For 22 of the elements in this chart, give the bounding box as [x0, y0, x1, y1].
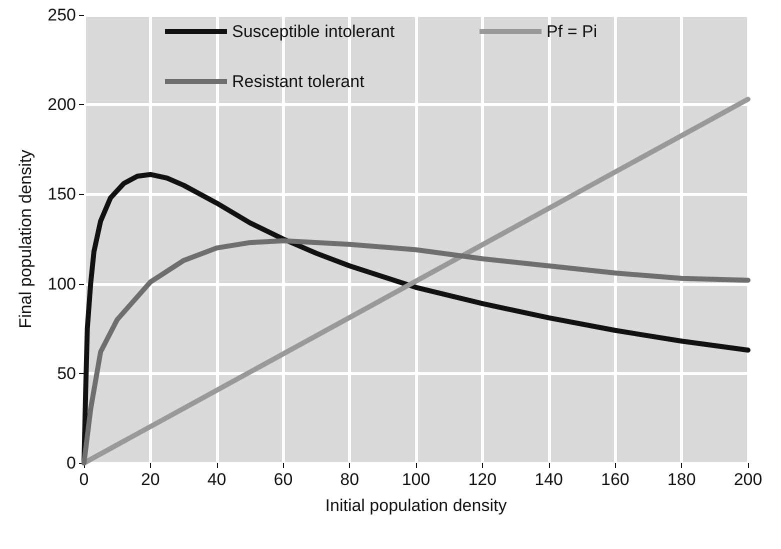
legend-label: Pf = Pi [546, 22, 598, 41]
y-tick-label: 100 [48, 274, 76, 294]
x-tick-label: 120 [468, 470, 497, 489]
y-tick-label: 200 [48, 95, 76, 114]
x-tick-label: 0 [79, 470, 89, 489]
legend-label: Resistant tolerant [232, 72, 365, 91]
x-tick-label: 180 [667, 470, 696, 489]
x-tick-label: 80 [340, 470, 360, 489]
x-tick-label: 100 [402, 470, 430, 489]
y-tick-label: 50 [57, 364, 76, 383]
y-tick-label: 250 [48, 6, 76, 24]
y-tick-label: 0 [66, 454, 76, 472]
y-axis-title: Final population density [16, 149, 35, 328]
x-tick-label: 20 [140, 470, 160, 489]
x-tick-label: 200 [734, 470, 762, 489]
x-tick-label: 160 [601, 470, 630, 489]
x-tick-label: 40 [207, 470, 226, 489]
legend-label: Susceptible intolerant [232, 22, 395, 41]
y-tick-label: 150 [48, 184, 76, 204]
x-tick-label: 140 [534, 470, 563, 489]
x-tick-label: 60 [274, 470, 293, 489]
x-axis-title: Initial population density [325, 496, 508, 515]
